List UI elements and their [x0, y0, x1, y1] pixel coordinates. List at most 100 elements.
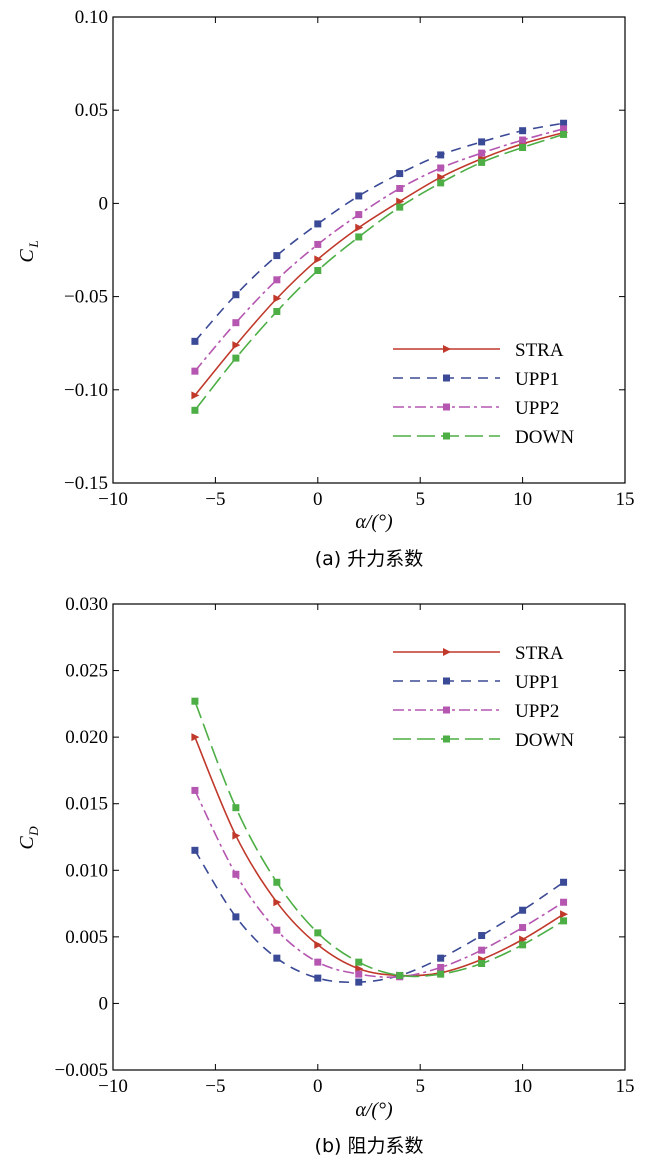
data-point-down — [355, 958, 363, 966]
data-point-upp1 — [560, 878, 568, 886]
y-tick-label: −0.05 — [64, 287, 108, 308]
data-point-upp1 — [273, 954, 281, 962]
data-point-upp2 — [273, 276, 281, 284]
x-tick-label: −5 — [205, 1076, 225, 1097]
data-point-down — [478, 158, 486, 166]
legend-label: STRA — [515, 340, 564, 361]
data-point-down — [232, 354, 240, 362]
legend-entry-stra: STRA — [393, 643, 564, 664]
data-point-stra — [437, 173, 446, 182]
data-point-down — [437, 179, 445, 187]
data-point-upp1 — [232, 913, 240, 921]
series-down — [191, 130, 568, 414]
data-point-stra — [232, 831, 241, 840]
data-point-upp1 — [191, 846, 199, 854]
data-point-upp1 — [519, 127, 527, 135]
x-tick-label: −10 — [98, 1076, 128, 1097]
data-point-upp1 — [560, 119, 568, 127]
y-axis-label-main: C — [16, 249, 38, 263]
data-point-upp2 — [355, 970, 363, 978]
data-point-stra — [396, 197, 405, 206]
data-point-upp1 — [478, 138, 486, 146]
data-point-upp1 — [314, 974, 322, 982]
legend-label: UPP2 — [515, 398, 559, 419]
data-point-upp2 — [232, 870, 240, 878]
legend-label: UPP1 — [515, 369, 559, 390]
data-point-down — [519, 143, 527, 151]
y-tick-label: 0.030 — [65, 594, 108, 615]
legend-marker — [443, 374, 450, 382]
data-point-upp2 — [519, 924, 527, 932]
data-point-upp2 — [478, 946, 486, 954]
data-point-stra — [232, 341, 241, 350]
legend-entry-down: DOWN — [393, 427, 574, 448]
data-point-upp1 — [396, 170, 404, 178]
legend-marker — [443, 403, 450, 411]
legend-marker — [443, 706, 450, 714]
data-point-down — [560, 917, 568, 925]
series-line-down — [194, 133, 564, 411]
data-point-down — [396, 203, 404, 211]
legend-entry-upp1: UPP1 — [393, 672, 559, 693]
series-stra — [191, 128, 569, 400]
data-point-down — [232, 804, 240, 812]
legend-label: UPP1 — [515, 672, 559, 693]
data-point-down — [519, 941, 527, 949]
x-axis-label: α/(°) — [355, 1099, 393, 1121]
data-point-upp1 — [519, 906, 527, 914]
legend-label: DOWN — [515, 730, 574, 751]
y-axis-label-sub: L — [26, 240, 41, 248]
x-tick-label: 10 — [513, 1076, 532, 1097]
data-point-upp1 — [437, 151, 445, 159]
x-tick-label: 0 — [313, 1076, 323, 1097]
y-axis-label: CL — [16, 240, 41, 262]
y-axis-label-main: C — [16, 836, 38, 850]
data-point-stra — [560, 910, 569, 919]
data-point-stra — [314, 940, 323, 949]
x-tick-label: 0 — [313, 489, 323, 510]
chart-caption: (b) 阻力系数 — [315, 1135, 424, 1157]
chart-lift: −10 −5 0 5 10 15 −0.15 −0.10 −0.05 0 0.05 0.10 α/(°)… — [16, 7, 635, 570]
data-point-upp2 — [478, 149, 486, 157]
legend-marker — [443, 432, 450, 440]
data-point-down — [478, 959, 486, 967]
data-point-upp2 — [232, 319, 240, 327]
legend-entry-upp2: UPP2 — [393, 701, 559, 722]
data-point-upp1 — [273, 252, 281, 260]
data-point-upp2 — [437, 164, 445, 172]
series-down — [191, 697, 568, 979]
x-tick-label: 5 — [415, 1076, 425, 1097]
data-point-upp2 — [314, 240, 322, 248]
plot-frame — [112, 603, 626, 1071]
data-point-down — [437, 970, 445, 978]
data-point-upp1 — [355, 978, 363, 986]
series-upp1 — [191, 846, 568, 986]
y-tick-label: 0 — [99, 193, 109, 214]
x-tick-label: 15 — [616, 489, 635, 510]
x-axis-label: α/(°) — [355, 511, 393, 533]
y-tick-label: 0.005 — [65, 927, 108, 948]
plot-frame — [112, 16, 626, 484]
data-point-upp2 — [396, 184, 404, 192]
data-point-down — [191, 406, 199, 414]
data-point-down — [273, 878, 281, 886]
data-point-stra — [273, 294, 282, 303]
data-point-down — [314, 929, 322, 937]
chart-caption: (a) 升力系数 — [315, 548, 424, 570]
y-axis-label-sub: D — [26, 826, 41, 837]
legend-entry-stra: STRA — [393, 340, 564, 361]
y-tick-label: −0.10 — [64, 380, 108, 401]
data-point-upp2 — [191, 367, 199, 375]
series-line-down — [194, 700, 565, 978]
data-point-down — [560, 130, 568, 138]
data-point-upp2 — [314, 958, 322, 966]
data-point-upp1 — [437, 954, 445, 962]
data-point-down — [314, 267, 322, 275]
x-tick-label: 5 — [415, 489, 425, 510]
x-tick-label: 15 — [616, 1076, 635, 1097]
legend-marker — [443, 648, 451, 656]
x-tick-label: −5 — [205, 489, 225, 510]
legend-entry-upp1: UPP1 — [393, 369, 559, 390]
data-point-upp2 — [560, 898, 568, 906]
